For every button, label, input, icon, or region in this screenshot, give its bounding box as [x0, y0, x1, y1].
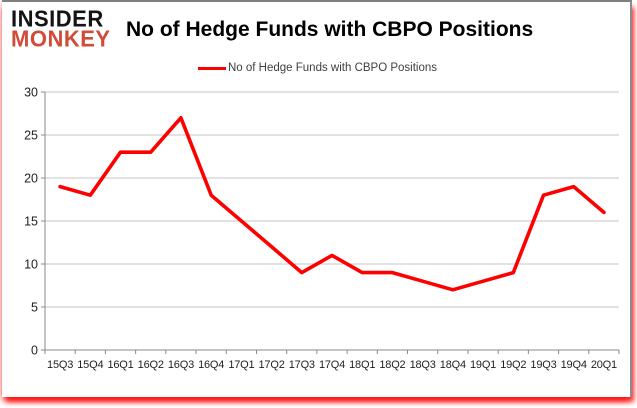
y-tick-label: 0	[31, 344, 38, 358]
x-tick-label: 18Q4	[440, 359, 466, 371]
chart-legend: No of Hedge Funds with CBPO Positions	[198, 62, 437, 74]
x-tick-label: 15Q3	[47, 359, 73, 371]
logo-insider-text: INSIDER	[11, 5, 104, 32]
y-tick-label: 25	[24, 129, 38, 143]
y-tick-label: 20	[24, 172, 38, 186]
x-tick-label: 17Q4	[319, 359, 345, 371]
hedge-funds-line-chart: 0 5 10 15 20 25 30 15Q3 15Q4 16Q1 16Q2 16Q3 16Q4 17Q1…	[24, 86, 620, 371]
x-tick-label: 17Q3	[289, 359, 315, 371]
y-tick-label: 15	[24, 215, 38, 229]
x-tick-label: 17Q1	[228, 359, 254, 371]
x-tick-label: 17Q2	[259, 359, 285, 371]
x-tick-label: 16Q3	[168, 359, 194, 371]
x-tick-label: 16Q1	[107, 359, 133, 371]
x-tick-label: 19Q1	[470, 359, 496, 371]
x-tick-label: 18Q1	[349, 359, 375, 371]
y-tick-label: 5	[31, 301, 38, 315]
x-tick-label: 16Q2	[138, 359, 164, 371]
y-tick-label: 30	[24, 86, 38, 100]
chart-title: No of Hedge Funds with CBPO Positions	[126, 18, 534, 41]
chart-card: INSIDER MONKEY No of Hedge Funds with CB…	[2, 0, 632, 397]
x-tick-label: 19Q2	[500, 359, 526, 371]
x-tick-label: 19Q3	[530, 359, 556, 371]
x-tick-label: 19Q4	[561, 359, 587, 371]
series-line	[58, 115, 606, 292]
logo-monkey-text: MONKEY	[11, 25, 111, 52]
insider-monkey-logo: INSIDER MONKEY	[11, 5, 111, 52]
x-tick-label: 16Q4	[198, 359, 224, 371]
x-tick-label: 15Q4	[77, 359, 103, 371]
x-tick-label: 20Q1	[591, 359, 617, 371]
legend-label: No of Hedge Funds with CBPO Positions	[228, 62, 438, 74]
x-tick-label: 18Q2	[379, 359, 405, 371]
legend-line-swatch	[198, 66, 226, 70]
y-tick-label: 10	[24, 258, 38, 272]
line-chart-area: 0 5 10 15 20 25 30 15Q3 15Q4 16Q1 16Q2 16Q3 16Q4 17Q1…	[2, 80, 637, 400]
x-tick-label: 18Q3	[410, 359, 436, 371]
